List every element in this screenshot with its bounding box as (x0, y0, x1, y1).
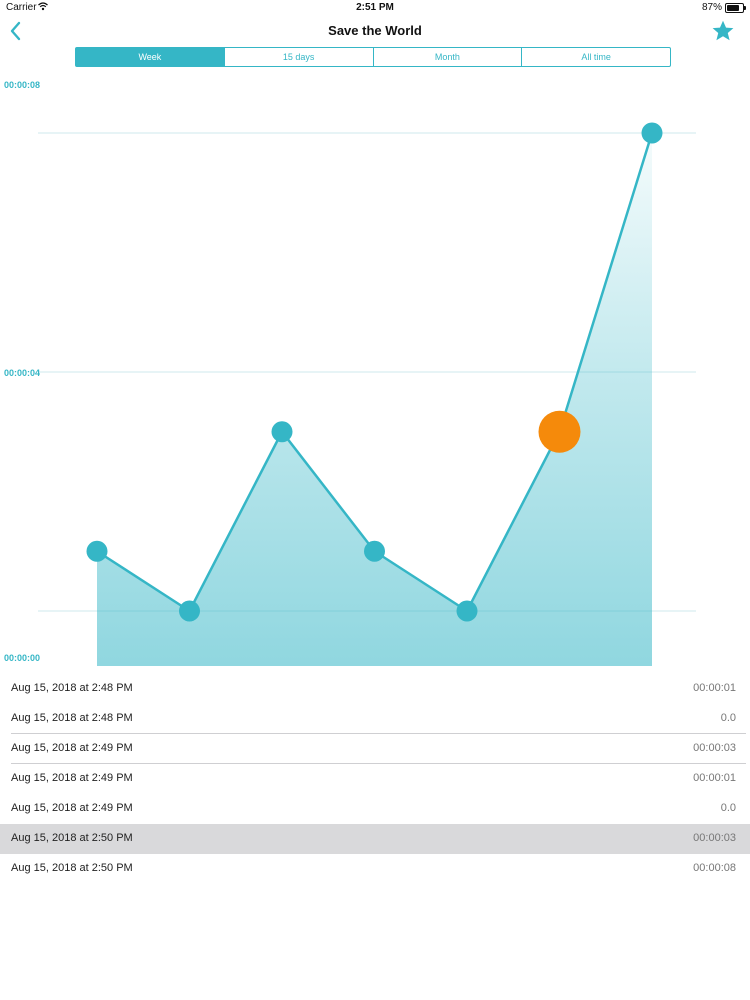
list-item[interactable]: Aug 15, 2018 at 2:49 PM 00:00:03 (0, 734, 750, 764)
list-item[interactable]: Aug 15, 2018 at 2:48 PM 00:00:01 (0, 674, 750, 704)
record-date: Aug 15, 2018 at 2:49 PM (11, 802, 133, 814)
time-range-segmented-control: Week 15 days Month All time (75, 47, 671, 67)
list-item[interactable]: Aug 15, 2018 at 2:50 PM 00:00:03 (0, 824, 750, 854)
record-duration: 00:00:01 (693, 772, 736, 784)
record-duration: 00:00:03 (693, 742, 736, 754)
data-point (271, 421, 293, 443)
data-point (86, 540, 108, 562)
list-item[interactable]: Aug 15, 2018 at 2:49 PM 0.0 (0, 794, 750, 824)
data-point (179, 600, 200, 622)
data-point (456, 600, 478, 622)
battery-percentage: 87% (701, 2, 722, 13)
favorite-button[interactable] (710, 18, 736, 44)
record-date: Aug 15, 2018 at 2:48 PM (11, 712, 133, 724)
record-duration: 0.0 (720, 802, 736, 814)
chart-canvas (38, 122, 696, 666)
list-item[interactable]: Aug 15, 2018 at 2:49 PM 00:00:01 (0, 764, 750, 794)
list-item[interactable]: Aug 15, 2018 at 2:48 PM 0.0 (0, 704, 750, 734)
battery-icon (725, 3, 746, 13)
series-area (97, 133, 652, 666)
record-date: Aug 15, 2018 at 2:48 PM (11, 682, 133, 694)
navigation-bar: Save the World (0, 16, 750, 46)
duration-chart: 00:00:08 00:00:04 00:00:00 (0, 70, 750, 675)
segment-month[interactable]: Month (372, 48, 522, 66)
wifi-icon (38, 2, 48, 11)
record-date: Aug 15, 2018 at 2:49 PM (11, 742, 133, 754)
star-icon (712, 20, 734, 41)
record-date: Aug 15, 2018 at 2:49 PM (11, 772, 133, 784)
record-duration: 00:00:03 (693, 832, 736, 844)
y-tick-label: 00:00:08 (4, 80, 41, 90)
y-tick-label: 00:00:00 (4, 653, 41, 663)
record-duration: 0.0 (720, 712, 736, 724)
segment-all-time[interactable]: All time (521, 48, 670, 66)
page-title: Save the World (328, 23, 422, 38)
record-duration: 00:00:01 (693, 682, 736, 694)
chevron-left-icon (10, 21, 21, 41)
data-point (364, 540, 385, 562)
record-date: Aug 15, 2018 at 2:50 PM (11, 832, 133, 844)
list-item[interactable]: Aug 15, 2018 at 2:50 PM 00:00:08 (0, 854, 750, 884)
status-bar: Carrier 2:51 PM 87% (0, 0, 750, 16)
records-list: Aug 15, 2018 at 2:48 PM 00:00:01 Aug 15,… (0, 674, 750, 884)
segment-15-days[interactable]: 15 days (223, 48, 373, 66)
record-date: Aug 15, 2018 at 2:50 PM (11, 862, 133, 874)
segment-week[interactable]: Week (76, 48, 224, 66)
status-time: 2:51 PM (356, 2, 394, 13)
data-point (641, 122, 663, 144)
back-button[interactable] (4, 18, 28, 44)
highlighted-data-point (538, 410, 581, 453)
y-tick-label: 00:00:04 (4, 368, 41, 378)
record-duration: 00:00:08 (693, 862, 736, 874)
carrier-label: Carrier (6, 2, 37, 13)
